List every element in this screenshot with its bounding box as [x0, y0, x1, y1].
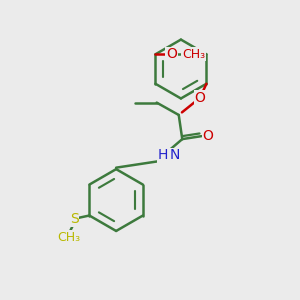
Text: H: H — [158, 148, 168, 162]
Text: O: O — [202, 129, 213, 143]
Text: N: N — [169, 148, 179, 162]
Text: CH₃: CH₃ — [57, 231, 80, 244]
Text: O: O — [166, 47, 177, 61]
Text: O: O — [194, 91, 206, 105]
Text: S: S — [70, 212, 78, 226]
Text: CH₃: CH₃ — [182, 48, 205, 61]
